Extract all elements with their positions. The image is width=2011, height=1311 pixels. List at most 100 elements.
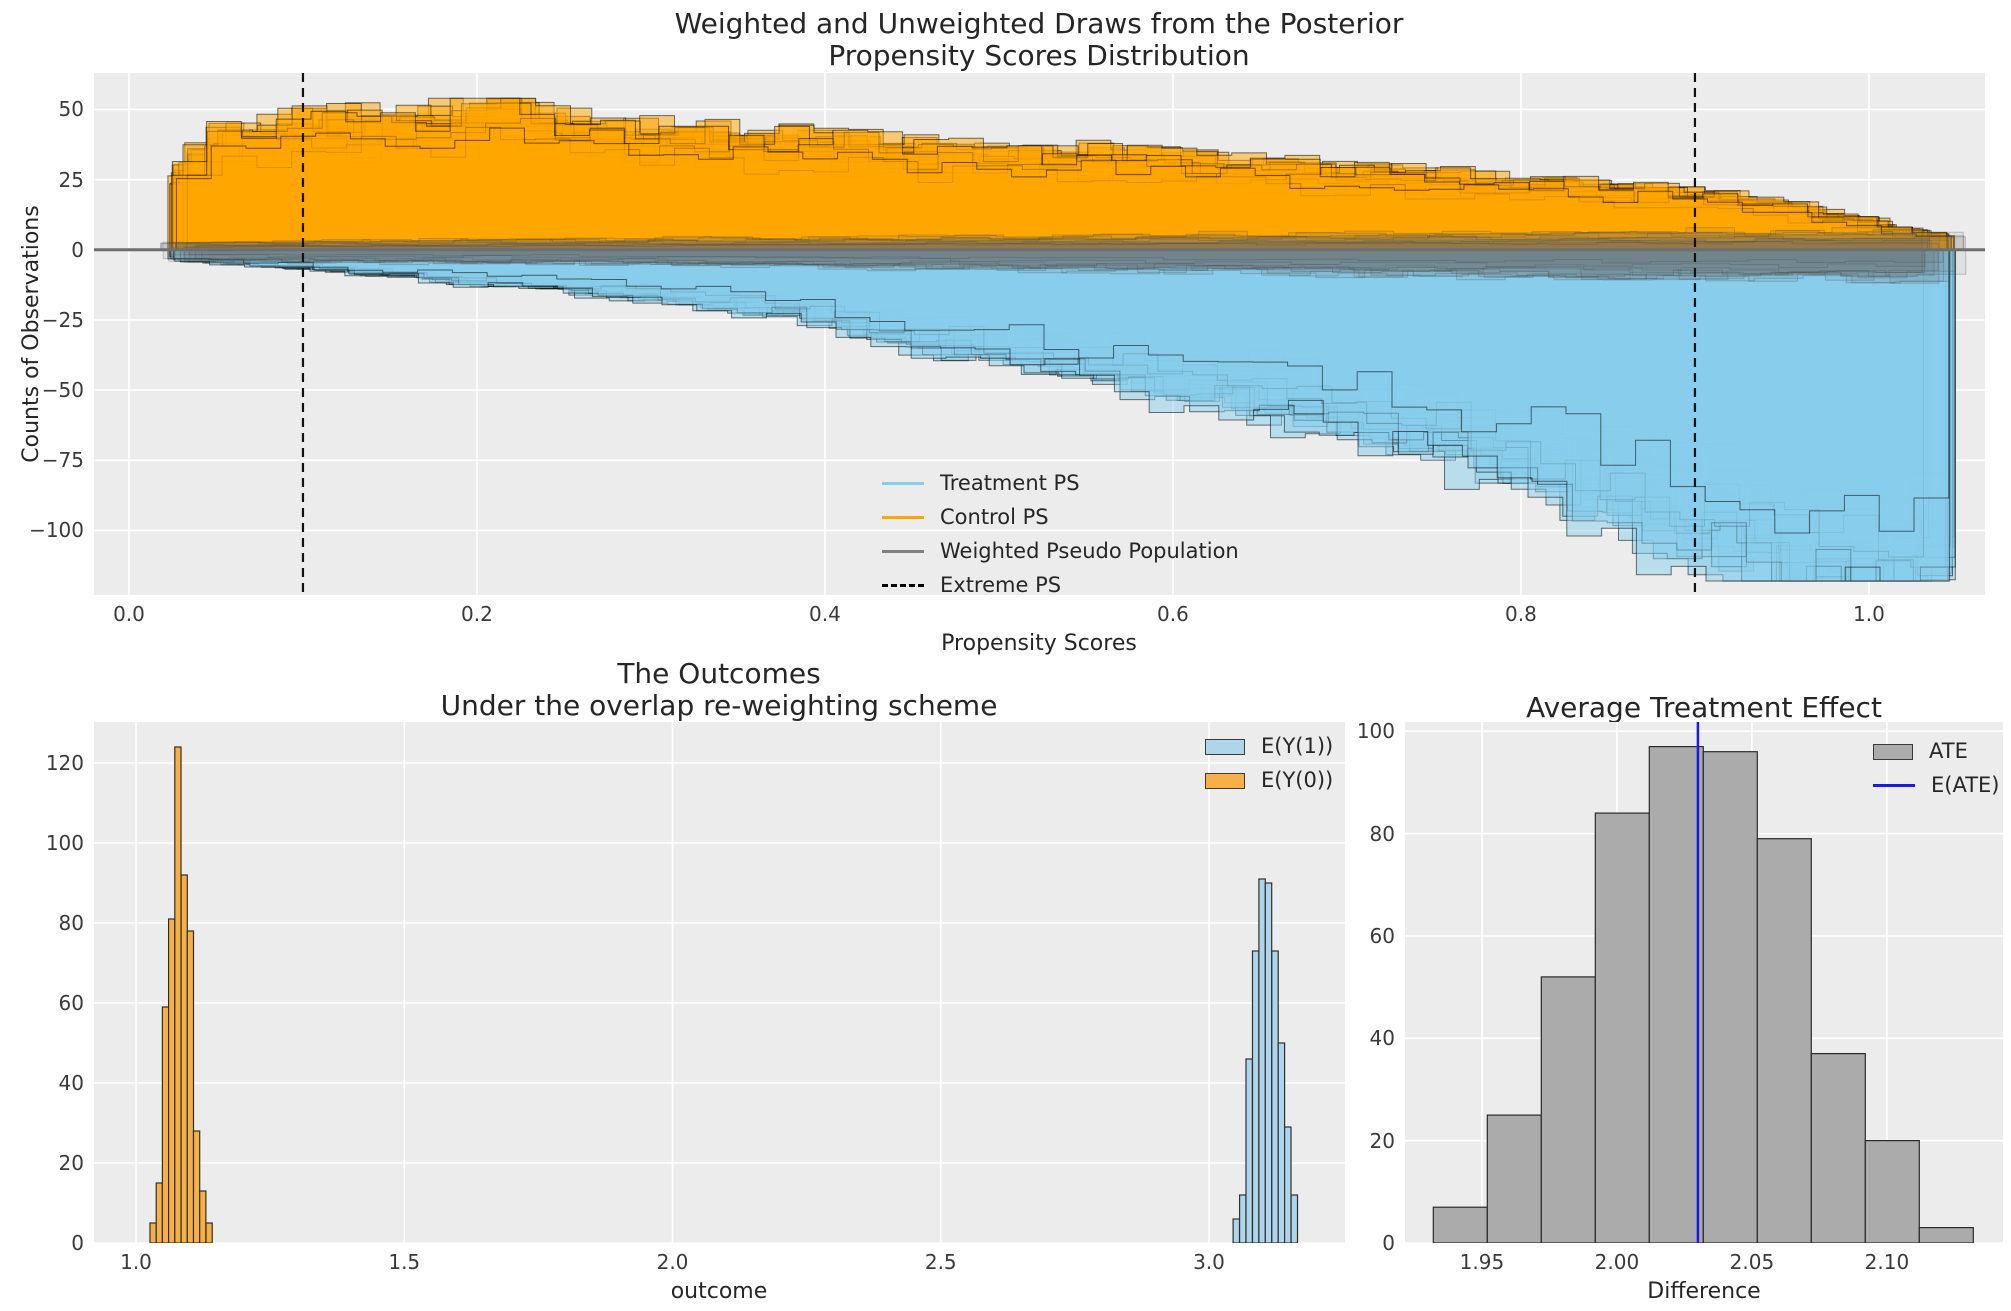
top-plot-title-line1: Weighted and Unweighted Draws from the P… (674, 7, 1404, 40)
y-tick-label: 40 (58, 1071, 84, 1095)
histogram-bar (1540, 976, 1596, 1243)
top-legend-label-2: Weighted Pseudo Population (940, 539, 1239, 563)
x-tick-label: 1.5 (388, 1250, 421, 1274)
y-tick-label: 20 (58, 1151, 84, 1175)
histogram-bar (1486, 1114, 1542, 1243)
x-tick-label: 1.95 (1459, 1250, 1505, 1274)
ate-plot-canvas (1405, 722, 2003, 1243)
histogram-bar (1238, 1194, 1247, 1243)
ate-plot-xlabel: Difference (1647, 1279, 1761, 1304)
outcomes-legend-sample-0 (1205, 738, 1245, 755)
histogram-draw (160, 235, 1965, 251)
outcomes-plot-title-line1: The Outcomes (617, 657, 821, 690)
histogram-draw (167, 229, 1923, 251)
top-plot-ylabel: Counts of Observations (19, 205, 44, 463)
outcomes-plot-title: The Outcomes Under the overlap re-weight… (441, 658, 998, 722)
histogram-draw (179, 249, 1935, 276)
histogram-bar (205, 1222, 213, 1243)
ate-legend-sample-1 (1873, 784, 1915, 787)
histogram-draw (167, 249, 1923, 276)
ate-legend-sample-0 (1873, 743, 1913, 760)
histogram-bar (155, 1182, 164, 1243)
histogram-bar (180, 874, 188, 1243)
top-legend-sample-3 (882, 584, 924, 587)
x-tick-label: 0.2 (461, 602, 493, 626)
outcomes-plot-title-line2: Under the overlap re-weighting scheme (440, 689, 998, 722)
top-legend-item-2: Weighted Pseudo Population (882, 540, 1239, 563)
ate-legend-label-1: E(ATE) (1931, 773, 2000, 797)
histogram-bar (199, 1190, 207, 1243)
histogram-bar (192, 1130, 201, 1243)
y-tick-label: −75 (41, 448, 84, 473)
histogram-bar (186, 930, 195, 1243)
x-tick-label: 1.0 (120, 1250, 152, 1274)
histogram-draw (177, 239, 1933, 251)
histogram-draw (194, 249, 1950, 284)
outcomes-legend-item-0: E(Y(1)) (1205, 735, 1333, 758)
x-tick-label: 2.10 (1864, 1250, 1910, 1274)
outcomes-plot-canvas (94, 722, 1345, 1243)
top-legend-label-1: Control PS (940, 505, 1049, 529)
x-tick-label: 0.4 (809, 602, 841, 626)
histogram-draw (175, 227, 1930, 251)
histogram-bar (1271, 950, 1279, 1243)
histogram-draw (184, 249, 1940, 284)
histogram-bar (1277, 1042, 1286, 1243)
outcomes-legend-label-1: E(Y(0)) (1261, 768, 1334, 792)
y-tick-label: 100 (45, 831, 84, 855)
histogram-bar (1251, 950, 1260, 1243)
histogram-bar (1290, 1194, 1299, 1243)
histogram-draw (185, 231, 1941, 251)
y-tick-label: 40 (1369, 1026, 1395, 1051)
ate-plot-axes (1405, 722, 2003, 1243)
x-tick-label: 2.0 (656, 1250, 689, 1274)
histogram-bar (174, 746, 182, 1243)
histogram-bar (1258, 878, 1266, 1243)
histogram-draw (175, 127, 1952, 251)
y-tick-label: 60 (1369, 923, 1395, 948)
histogram-draw (160, 231, 1964, 251)
histogram-bar (1245, 1058, 1254, 1243)
ate-plot-title-line1: Average Treatment Effect (1526, 691, 1882, 724)
x-tick-label: 1.0 (1853, 602, 1885, 626)
x-tick-label: 0.8 (1505, 602, 1537, 626)
outcomes-legend-label-0: E(Y(1)) (1261, 734, 1334, 758)
histogram-bar (1702, 751, 1758, 1243)
top-legend-item-0: Treatment PS (882, 472, 1239, 495)
top-legend-item-1: Control PS (882, 506, 1239, 529)
y-tick-label: −25 (41, 307, 84, 332)
ate-legend-item-1: E(ATE) (1873, 774, 2000, 797)
ate-legend-label-0: ATE (1929, 739, 1968, 763)
histogram-draw (201, 249, 1957, 280)
histogram-bar (1648, 746, 1704, 1243)
y-tick-label: 80 (1369, 821, 1395, 846)
histogram-bar (1232, 1218, 1241, 1243)
histogram-bar (161, 1006, 170, 1243)
ate-legend-item-0: ATE (1873, 740, 2000, 763)
y-tick-label: 0 (1382, 1231, 1395, 1255)
histogram-draw (162, 249, 1967, 277)
top-legend-label-0: Treatment PS (940, 471, 1080, 495)
top-plot-legend: Treatment PS Control PS Weighted Pseudo Po… (882, 472, 1239, 608)
histogram-bar (1264, 882, 1273, 1243)
x-tick-label: 2.00 (1594, 1250, 1640, 1274)
histogram-draw (194, 238, 1950, 251)
histogram-draw (168, 249, 1924, 281)
y-tick-label: 0 (71, 1231, 84, 1255)
top-legend-label-3: Extreme PS (940, 573, 1062, 597)
y-tick-label: 50 (58, 97, 84, 122)
x-tick-label: 0.0 (113, 602, 145, 626)
histogram-draw (175, 235, 1930, 251)
y-tick-label: −100 (29, 518, 84, 543)
y-tick-label: 25 (58, 167, 84, 192)
y-tick-label: −50 (41, 378, 84, 403)
histogram-bar (149, 1222, 157, 1243)
histogram-draw (162, 230, 1966, 251)
top-plot-title: Weighted and Unweighted Draws from the P… (675, 8, 1404, 72)
histogram-draw (170, 249, 1926, 277)
top-plot-title-line2: Propensity Scores Distribution (828, 39, 1250, 72)
y-tick-label: 20 (1369, 1128, 1395, 1153)
histogram-bar (1810, 1053, 1866, 1243)
top-plot-axes (94, 73, 1985, 595)
